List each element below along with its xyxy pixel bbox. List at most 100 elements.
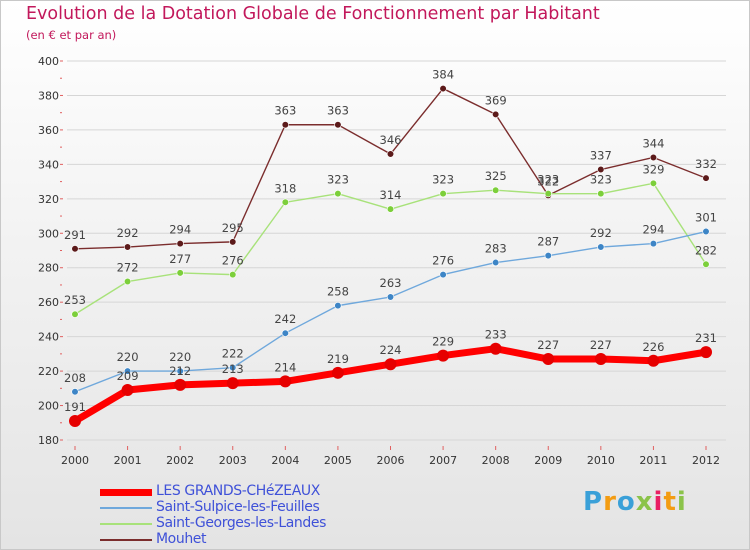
legend-label: Saint-Sulpice-les-Feuilles <box>156 499 320 515</box>
data-point <box>489 342 502 355</box>
series-0 <box>69 342 712 428</box>
data-point <box>121 384 134 397</box>
data-point <box>71 245 79 253</box>
data-label: 363 <box>274 104 296 118</box>
data-point <box>71 388 79 396</box>
x-tick-label: 2007 <box>429 454 457 467</box>
data-label: 242 <box>274 312 296 326</box>
data-label: 363 <box>327 104 349 118</box>
data-label: 292 <box>117 226 139 240</box>
data-point <box>176 240 184 248</box>
data-label: 212 <box>169 364 191 378</box>
x-tick-label: 2005 <box>324 454 352 467</box>
data-point <box>123 277 132 286</box>
data-point <box>702 174 710 182</box>
x-tick-label: 2000 <box>61 454 89 467</box>
data-label: 276 <box>222 254 244 268</box>
x-tick-label: 2011 <box>639 454 667 467</box>
y-tick-label: 200 <box>38 400 59 413</box>
data-point <box>174 378 187 391</box>
data-label: 329 <box>642 162 664 176</box>
y-tick-label: 400 <box>38 55 59 68</box>
data-label: 295 <box>222 221 244 235</box>
data-point <box>492 258 500 267</box>
data-point <box>384 358 397 371</box>
data-point <box>544 190 552 198</box>
data-label: 318 <box>274 181 296 195</box>
legend-swatch <box>100 539 152 541</box>
data-label: 283 <box>485 242 507 256</box>
x-tick-label: 2012 <box>692 454 720 467</box>
data-label: 384 <box>432 68 454 82</box>
x-tick-label: 2003 <box>219 454 247 467</box>
chart-subtitle: (en € et par an) <box>26 28 117 42</box>
data-label: 282 <box>695 243 717 257</box>
data-point <box>334 190 342 198</box>
data-label: 214 <box>274 360 296 374</box>
data-label: 294 <box>169 223 191 237</box>
data-point <box>176 367 184 375</box>
data-point <box>386 205 395 213</box>
data-point <box>492 110 500 119</box>
data-point <box>544 252 552 260</box>
chart-title: Evolution de la Dotation Globale de Fonc… <box>26 4 600 24</box>
data-point <box>492 186 500 194</box>
y-tick-label: 320 <box>38 193 59 206</box>
data-point <box>69 415 81 428</box>
data-label: 229 <box>432 335 454 349</box>
data-label: 227 <box>590 338 612 352</box>
data-point <box>597 165 605 174</box>
data-point <box>700 346 712 359</box>
legend-swatch <box>100 488 152 496</box>
data-point <box>123 367 132 375</box>
data-point <box>229 238 237 246</box>
data-point <box>597 243 605 251</box>
x-tick-label: 2009 <box>534 454 562 467</box>
data-point <box>542 353 555 366</box>
data-label: 209 <box>117 369 139 383</box>
logo-letter: o <box>616 487 636 517</box>
logo-letter: P <box>583 487 604 517</box>
data-point <box>647 354 660 367</box>
series-1 <box>71 227 710 396</box>
y-tick-label: 220 <box>38 365 59 378</box>
y-tick-label: 380 <box>38 89 59 102</box>
data-point <box>331 366 344 379</box>
data-label: 337 <box>590 149 612 163</box>
logo-letter: i <box>676 487 687 517</box>
data-point <box>386 150 395 158</box>
data-point <box>123 243 132 251</box>
proxiti-logo: Proxiti <box>583 487 687 517</box>
y-tick-label: 180 <box>38 434 59 447</box>
data-label: 253 <box>64 293 86 307</box>
legend-swatch <box>100 523 152 525</box>
logo-letter: t <box>663 487 677 517</box>
x-tick-label: 2006 <box>377 454 405 467</box>
data-label: 291 <box>64 228 86 242</box>
data-point <box>229 364 237 372</box>
data-label: 322 <box>537 174 559 188</box>
data-point <box>597 190 605 198</box>
y-tick-label: 240 <box>38 331 59 344</box>
data-label: 220 <box>169 350 191 364</box>
data-label: 346 <box>380 133 402 147</box>
y-tick-label: 260 <box>38 296 59 309</box>
logo-letter: i <box>653 487 664 517</box>
data-label: 323 <box>327 173 349 187</box>
data-point <box>439 84 447 93</box>
y-tick-label: 280 <box>38 262 59 275</box>
x-tick-label: 2008 <box>482 454 510 467</box>
data-point <box>649 240 658 248</box>
data-label: 233 <box>485 328 507 342</box>
x-tick-label: 2001 <box>114 454 142 467</box>
data-point <box>334 121 342 129</box>
data-label: 292 <box>590 226 612 240</box>
data-point <box>702 227 710 236</box>
data-point <box>176 269 184 277</box>
data-point <box>334 302 342 310</box>
data-point <box>437 349 450 362</box>
data-label: 323 <box>537 173 559 187</box>
series-3 <box>71 84 710 253</box>
legend-swatch <box>100 507 152 509</box>
